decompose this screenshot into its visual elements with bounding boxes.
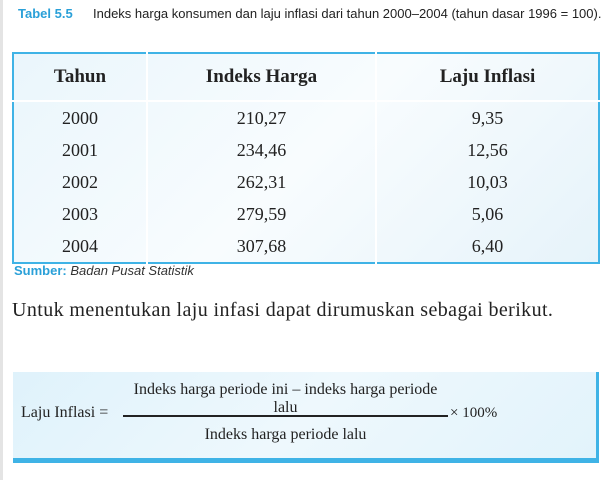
table-cell: 9,35: [471, 107, 504, 128]
header-tahun: Tahun: [13, 53, 148, 102]
table-cell: 6,40: [471, 235, 504, 256]
table-cell: 10,03: [467, 171, 508, 192]
table-cell: 12,56: [467, 139, 508, 160]
formula-lhs: Laju Inflasi =: [21, 404, 109, 421]
table-caption: Tabel 5.5 Indeks harga konsumen dan laju …: [18, 5, 608, 22]
table-cell: 279,59: [147, 198, 377, 230]
formula-multiplier: × 100%: [450, 405, 498, 421]
caption-text: Indeks harga konsumen dan laju inflasi d…: [93, 6, 602, 21]
table-cell: 2001: [13, 134, 148, 166]
table-row: 2001 234,46 12,56: [13, 134, 599, 166]
header-laju-inflasi: Laju Inflasi: [376, 53, 599, 102]
body-paragraph: Untuk menentukan laju infasi dapat dirum…: [12, 299, 554, 321]
table-cell: 2003: [13, 198, 148, 230]
table-row: 2004 307,68 6,40: [13, 230, 599, 263]
source-note: Sumber: Badan Pusat Statistik: [14, 263, 194, 278]
table-row: 2000 210,27 9,35: [13, 101, 599, 134]
inflation-table: Tahun Indeks Harga Laju Inflasi 2000 210,…: [12, 52, 600, 264]
table-cell: 5,06: [471, 203, 504, 224]
formula-numerator: Indeks harga periode ini – indeks harga …: [133, 381, 438, 416]
table-row: 2002 262,31 10,03: [13, 166, 599, 198]
table-cell: 234,46: [147, 134, 377, 166]
table-cell: 2000: [13, 101, 148, 134]
table-row: 2003 279,59 5,06: [13, 198, 599, 230]
source-text: Badan Pusat Statistik: [70, 263, 194, 278]
page-edge: [0, 0, 3, 480]
header-indeks-harga: Indeks Harga: [147, 53, 377, 102]
table-cell: 2002: [13, 166, 148, 198]
table-cell: 262,31: [147, 166, 377, 198]
table-cell: 2004: [13, 230, 148, 263]
fraction-line: [123, 415, 448, 417]
source-label: Sumber:: [14, 263, 67, 278]
header-row: Tahun Indeks Harga Laju Inflasi: [13, 53, 599, 102]
formula-box: Laju Inflasi = Indeks harga periode ini …: [13, 372, 599, 463]
table-cell: 210,27: [147, 101, 377, 134]
formula-denominator: Indeks harga periode lalu: [204, 426, 367, 443]
caption-label: Tabel 5.5: [18, 6, 73, 21]
table-cell: 307,68: [147, 230, 377, 263]
